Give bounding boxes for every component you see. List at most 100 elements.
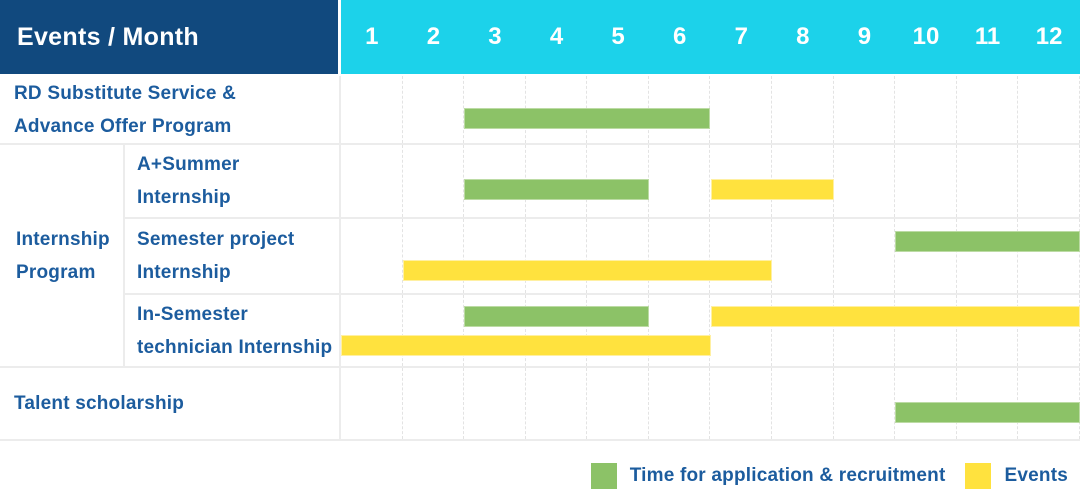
- month-header-8: 8: [796, 23, 810, 50]
- month-gridline: [957, 219, 1019, 293]
- month-gridline: [1018, 145, 1080, 217]
- month-gridline: [341, 368, 403, 439]
- yellow-swatch-icon: [965, 463, 992, 489]
- month-header-10: 10: [912, 23, 940, 50]
- month-header-3: 3: [488, 23, 502, 50]
- group-label-cell: Internship Program: [0, 145, 125, 366]
- month-gridline: [772, 368, 834, 439]
- month-gridline: [895, 76, 957, 143]
- month-header-9: 9: [857, 23, 872, 50]
- row-label-cell: RD Substitute Service & Advance Offer Pr…: [0, 76, 341, 143]
- legend-item-green: Time for application & recruitment: [590, 463, 946, 489]
- row-label-cell: In-Semester technician Internship: [125, 295, 341, 366]
- month-header-4: 4: [549, 23, 564, 50]
- header-divider: [338, 0, 341, 74]
- legend-label: Time for application & recruitment: [629, 465, 946, 486]
- gantt-track: [341, 295, 1080, 366]
- month-gridline: [587, 295, 649, 366]
- application-recruitment-bar: [464, 179, 649, 200]
- month-header-6: 6: [673, 23, 687, 50]
- month-gridline: [772, 295, 834, 366]
- month-gridline: [341, 219, 403, 293]
- month-gridline: [403, 219, 465, 293]
- month-gridline: [649, 219, 711, 293]
- month-gridline: [464, 368, 526, 439]
- table-header-row: Events / Month 1 2 3 4 5 6 7 8 9 10 11 12: [0, 0, 1080, 76]
- legend: Time for application & recruitment Events: [0, 463, 1080, 489]
- table-row: RD Substitute Service & Advance Offer Pr…: [0, 76, 1080, 145]
- month-gridline: [403, 145, 465, 217]
- month-gridline: [1018, 76, 1080, 143]
- application-recruitment-bar: [895, 401, 1080, 423]
- month-gridline: [710, 295, 773, 366]
- legend-item-yellow: Events: [965, 463, 1068, 489]
- month-gridline: [403, 368, 465, 439]
- row-label-cell: Talent scholarship: [0, 368, 341, 439]
- legend-label: Events: [1004, 465, 1068, 486]
- application-recruitment-bar: [895, 231, 1080, 252]
- row-label-cell: Semester project Internship: [125, 219, 341, 293]
- row-label-cell: A+Summer Internship: [125, 145, 341, 217]
- month-header-5: 5: [611, 23, 625, 50]
- gantt-track: [341, 368, 1080, 439]
- application-recruitment-bar: [464, 107, 711, 129]
- green-swatch-icon: [590, 463, 617, 489]
- month-gridline: [834, 295, 896, 366]
- month-gridline: [341, 76, 403, 143]
- month-gridline: [526, 368, 588, 439]
- month-gridline: [957, 295, 1019, 366]
- month-gridline: [587, 368, 649, 439]
- events-bar: [341, 334, 711, 356]
- month-gridline: [710, 76, 773, 143]
- events-bar: [710, 179, 834, 200]
- events-bar: [710, 305, 1080, 327]
- month-gridline: [895, 219, 957, 293]
- month-gridline: [834, 76, 896, 143]
- row-label: RD Substitute Service & Advance Offer Pr…: [14, 82, 237, 137]
- table-row: In-Semester technician Internship: [125, 295, 1080, 366]
- table-row: A+Summer Internship: [125, 145, 1080, 219]
- month-header-7: 7: [734, 23, 748, 50]
- table-row: Talent scholarship: [0, 368, 1080, 441]
- page-title: Events / Month: [17, 22, 199, 51]
- gantt-track: [341, 145, 1080, 217]
- month-gridline: [587, 219, 649, 293]
- events-bar: [402, 260, 773, 281]
- internship-program-group: Internship Program A+Summer Internship S…: [0, 145, 1080, 368]
- row-label: In-Semester technician Internship: [137, 303, 333, 358]
- group-rows: A+Summer Internship Semester project Int…: [125, 145, 1080, 366]
- table-row: Semester project Internship: [125, 219, 1080, 295]
- month-gridline: [710, 219, 773, 293]
- application-recruitment-bar: [464, 305, 649, 327]
- month-gridline: [772, 219, 834, 293]
- events-month-table: Events / Month 1 2 3 4 5 6 7 8 9 10 11 12 RD Substi…: [0, 0, 1080, 441]
- month-gridline: [1018, 219, 1080, 293]
- month-gridline: [403, 76, 465, 143]
- month-gridline: [649, 145, 711, 217]
- row-label: Talent scholarship: [14, 393, 185, 414]
- month-gridline: [526, 295, 588, 366]
- month-header-12: 12: [1035, 23, 1063, 50]
- gantt-track: [341, 76, 1080, 143]
- row-label: Semester project Internship: [137, 229, 295, 283]
- month-header-strip: 1 2 3 4 5 6 7 8 9 10 11 12: [341, 0, 1080, 74]
- month-gridline: [526, 219, 588, 293]
- month-gridline: [895, 145, 957, 217]
- month-gridline: [957, 145, 1019, 217]
- month-gridline: [1018, 295, 1080, 366]
- month-gridline: [834, 219, 896, 293]
- month-gridline: [341, 145, 403, 217]
- month-gridline: [834, 145, 896, 217]
- month-gridline: [772, 76, 834, 143]
- gantt-track: [341, 219, 1080, 293]
- month-gridline: [403, 295, 465, 366]
- group-label: Internship Program: [16, 228, 110, 283]
- month-gridline: [957, 76, 1019, 143]
- month-header-11: 11: [974, 23, 1001, 50]
- month-gridline: [649, 295, 711, 366]
- month-gridline: [341, 295, 403, 366]
- month-gridline: [464, 295, 526, 366]
- month-gridline: [710, 368, 773, 439]
- month-header-2: 2: [426, 23, 441, 50]
- header-title-cell: Events / Month: [0, 0, 338, 74]
